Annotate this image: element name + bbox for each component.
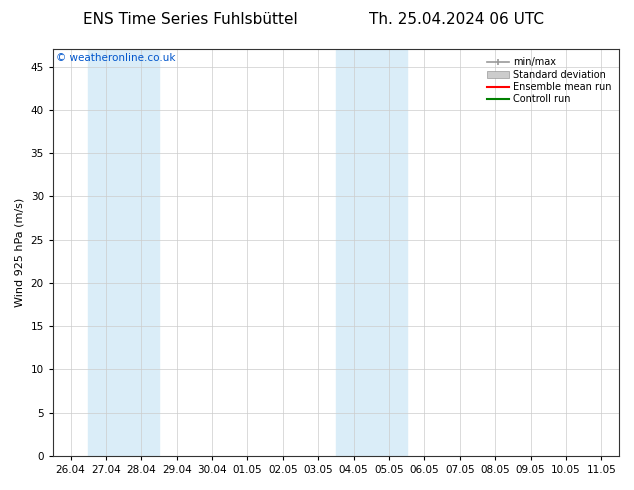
Text: © weatheronline.co.uk: © weatheronline.co.uk — [56, 53, 175, 63]
Y-axis label: Wind 925 hPa (m/s): Wind 925 hPa (m/s) — [15, 198, 25, 307]
Bar — [336, 49, 406, 456]
Legend: min/max, Standard deviation, Ensemble mean run, Controll run: min/max, Standard deviation, Ensemble me… — [484, 54, 614, 107]
Text: Th. 25.04.2024 06 UTC: Th. 25.04.2024 06 UTC — [369, 12, 544, 27]
Bar — [88, 49, 159, 456]
Text: ENS Time Series Fuhlsbüttel: ENS Time Series Fuhlsbüttel — [83, 12, 297, 27]
